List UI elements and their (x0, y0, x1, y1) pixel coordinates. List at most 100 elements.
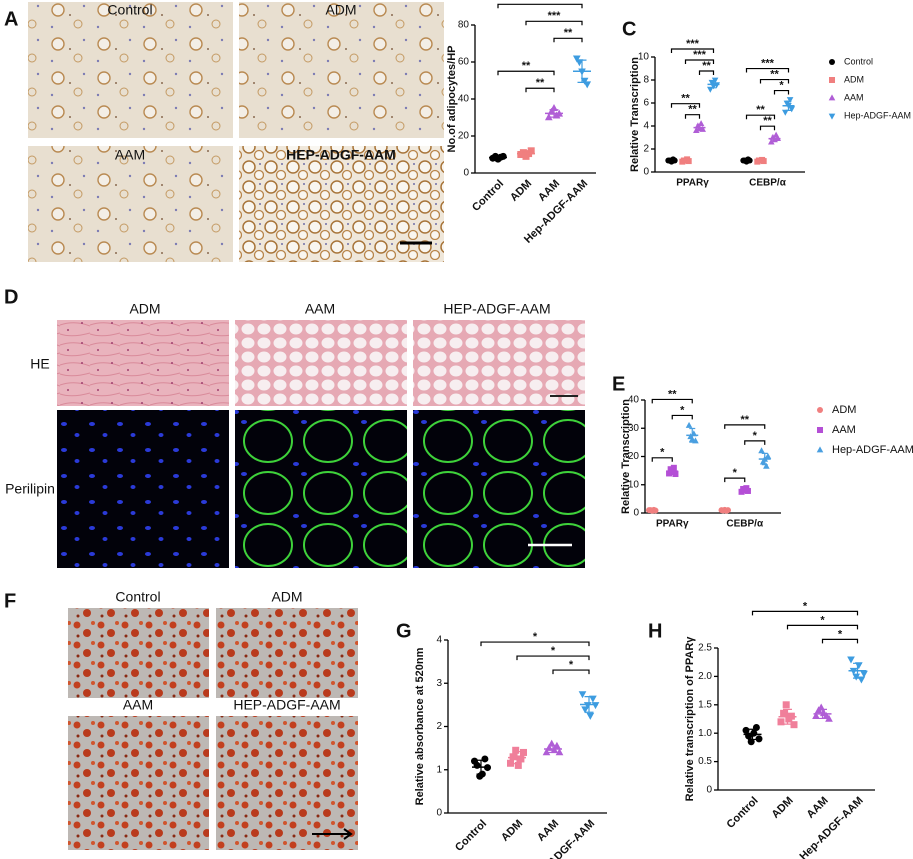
error-bar (669, 468, 676, 475)
y-tick-label: 1.5 (698, 699, 712, 710)
y-tick-label: 0 (643, 167, 649, 178)
data-point (555, 748, 564, 756)
image-caption: AAM (115, 147, 145, 163)
significance-bracket (670, 48, 715, 53)
error-bar (710, 80, 717, 89)
data-point (519, 149, 527, 157)
significance-bracket (651, 398, 693, 404)
data-point (572, 55, 581, 63)
y-axis-title: Relative Transcription (620, 399, 632, 514)
image-caption: Control (115, 589, 160, 605)
y-tick-label: 0 (436, 808, 442, 819)
significance-bracket (552, 669, 590, 675)
panel-label: A (4, 8, 18, 30)
y-tick-label: 3 (436, 678, 442, 689)
y-tick-label: 4 (643, 121, 649, 132)
y-tick-label: 40 (458, 94, 470, 105)
micrograph (57, 320, 229, 406)
data-point (764, 452, 772, 459)
data-point (777, 718, 785, 726)
significance-label: * (838, 628, 843, 640)
data-point (780, 709, 788, 717)
y-tick-label: 1 (436, 764, 442, 775)
error-bar (853, 662, 862, 679)
significance-label: ** (688, 104, 697, 116)
data-point (512, 746, 520, 754)
significance-bracket (651, 457, 673, 462)
micrograph (235, 320, 407, 406)
error-bar (584, 696, 594, 713)
data-point (752, 724, 760, 732)
data-point (758, 447, 765, 454)
panel-label: C (622, 18, 636, 40)
data-point (847, 656, 855, 664)
error-bar (748, 728, 757, 741)
legend-label: Control (844, 56, 873, 66)
data-point (580, 77, 589, 85)
error-bar (783, 708, 792, 725)
significance-bracket (684, 114, 701, 119)
data-point (666, 470, 673, 477)
y-tick-label: 2.0 (698, 671, 712, 682)
image-caption: HEP-ADGF-AAM (443, 301, 550, 317)
data-point (786, 97, 794, 104)
significance-bracket (698, 70, 715, 75)
error-bar (577, 59, 587, 83)
y-tick-label: 20 (628, 451, 640, 462)
data-point (544, 113, 553, 121)
data-point (578, 691, 587, 699)
error-bar (771, 135, 778, 142)
error-bar (668, 158, 675, 163)
y-tick-label: 8 (643, 75, 649, 86)
x-tick-label: ADM (508, 178, 534, 204)
y-tick-label: 2.5 (698, 643, 712, 654)
y-tick-label: 2 (643, 144, 649, 155)
significance-bracket (724, 477, 746, 483)
data-point (583, 81, 592, 89)
significance-label: ** (681, 93, 690, 105)
significance-bracket (745, 67, 790, 73)
error-bar (549, 109, 559, 118)
significance-bracket (525, 87, 555, 93)
data-point (854, 662, 863, 670)
y-axis-title: No.of adipocytes/HP (446, 46, 458, 153)
scale-bar (312, 828, 353, 840)
micrograph (68, 608, 209, 698)
significance-label: ** (536, 77, 545, 89)
significance-label: * (569, 659, 574, 671)
significance-label: *** (686, 38, 700, 50)
micrograph (28, 2, 233, 138)
significance-bracket (684, 59, 715, 64)
micrograph (235, 410, 407, 568)
significance-label: * (779, 79, 784, 91)
y-tick-label: 0.5 (698, 756, 712, 767)
row-label: HE (30, 356, 49, 372)
significance-label: ** (668, 388, 677, 400)
micrograph (57, 410, 229, 568)
data-point (852, 673, 861, 681)
error-bar (761, 452, 768, 466)
image-caption: ADM (325, 2, 356, 18)
x-tick-label: ADM (769, 795, 795, 821)
significance-bracket (724, 424, 766, 429)
x-tick-label: PPARγ (676, 178, 709, 189)
error-bar (682, 158, 689, 163)
data-point (828, 94, 836, 101)
error-bar (521, 151, 531, 157)
y-axis-title: Relative absorbance at 520nm (414, 647, 426, 805)
significance-label: * (660, 447, 665, 459)
significance-label: * (680, 404, 685, 416)
data-point (744, 487, 751, 494)
significance-label: * (733, 467, 738, 479)
data-point (670, 464, 677, 471)
y-tick-label: 40 (628, 395, 640, 406)
data-point (782, 701, 790, 709)
data-point (685, 421, 693, 428)
significance-label: *** (534, 0, 548, 5)
data-point (828, 113, 836, 120)
image-caption: HEP-ADGF-AAM (233, 697, 340, 713)
error-bar (649, 509, 656, 512)
data-point (829, 77, 835, 83)
significance-label: ** (756, 104, 765, 116)
